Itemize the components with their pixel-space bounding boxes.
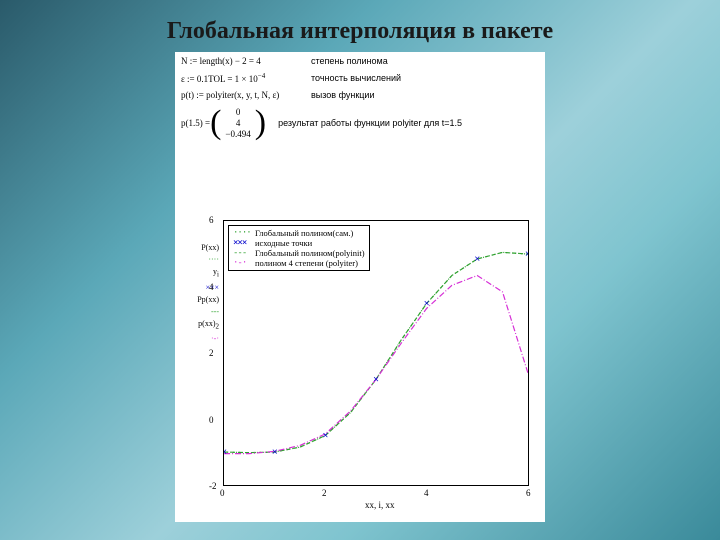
result-matrix: p(1.5) = ( 0 4 −0.494 ) (181, 106, 266, 140)
mv0: 0 (225, 107, 250, 118)
paren-left: ( (210, 106, 221, 140)
ylbl1-sub: i (217, 271, 219, 279)
lg1-txt: исходные точки (255, 238, 312, 248)
ylbl2-sym: --- (211, 306, 219, 317)
svg-text:×: × (272, 447, 278, 458)
ytick: 2 (209, 348, 214, 358)
ylbl0-sym: ···· (208, 254, 219, 265)
ytick: 6 (209, 215, 214, 225)
p-expr: p(t) := polyiter(x, y, t, N, ε) (181, 90, 311, 100)
ylbl-0: P(xx) ···· (175, 242, 219, 265)
ylbl3-sym: ·-· (211, 333, 219, 344)
mv1: 4 (225, 118, 250, 129)
ylbl-2: Pp(xx) --- (175, 294, 219, 317)
y-series-labels: P(xx) ···· yi ××× Pp(xx) --- p(xx)2 ·-· (175, 242, 219, 345)
legend-2: --- Глобальный полином(polyinit) (233, 248, 365, 258)
e-label: точность вычислений (311, 73, 401, 83)
ylbl3-sub: 2 (216, 322, 220, 330)
e-expr: ε := 0.1TOL = 1 × 10−4 (181, 72, 311, 84)
ylbl3-text: p(xx) (198, 319, 215, 328)
xtick: 0 (220, 488, 225, 498)
svg-text:×: × (474, 254, 480, 265)
legend-1: ××× исходные точки (233, 238, 365, 248)
def-p: p(t) := polyiter(x, y, t, N, ε) вызов фу… (181, 90, 539, 100)
lg1-sw: ××× (233, 238, 255, 248)
lg3-sw: ·-· (233, 258, 255, 268)
mv2: −0.494 (225, 129, 250, 140)
definitions: N := length(x) − 2 = 4 степень полинома … (175, 52, 545, 140)
e-expr-left: ε := 0.1TOL = 1 × 10 (181, 74, 258, 84)
res-label: результат работы функции polyiter для t=… (278, 118, 462, 128)
svg-text:×: × (424, 298, 430, 309)
e-expr-exp: −4 (258, 72, 265, 80)
legend-3: ·-· полином 4 степени (polyiter) (233, 258, 365, 268)
res-prefix: p(1.5) = (181, 118, 210, 128)
ytick: 0 (209, 415, 214, 425)
lg2-txt: Глобальный полином(polyinit) (255, 248, 365, 258)
ytick: -2 (209, 481, 217, 491)
svg-text:×: × (373, 374, 379, 385)
matrix-values: 0 4 −0.494 (221, 107, 254, 140)
ylbl0-text: P(xx) (201, 243, 219, 252)
paren-right: ) (255, 106, 266, 140)
lg0-txt: Глобальный полином(сам.) (255, 228, 353, 238)
ytick: 4 (209, 282, 214, 292)
ylbl2-text: Pp(xx) (197, 295, 219, 304)
legend-0: ···· Глобальный полином(сам.) (233, 228, 365, 238)
svg-text:×: × (322, 430, 328, 441)
x-axis-label: xx, i, xx (365, 500, 395, 510)
n-expr: N := length(x) − 2 = 4 (181, 56, 311, 66)
svg-text:×: × (525, 249, 528, 260)
page-title: Глобальная интерполяция в пакете (0, 0, 720, 45)
legend: ···· Глобальный полином(сам.) ××× исходн… (228, 225, 370, 271)
svg-text:×: × (224, 447, 227, 458)
xtick: 6 (526, 488, 531, 498)
def-e: ε := 0.1TOL = 1 × 10−4 точность вычислен… (181, 72, 539, 84)
def-n: N := length(x) − 2 = 4 степень полинома (181, 56, 539, 66)
lg2-sw: --- (233, 248, 255, 258)
xtick: 2 (322, 488, 327, 498)
xtick: 4 (424, 488, 429, 498)
n-label: степень полинома (311, 56, 388, 66)
ylbl-3: p(xx)2 ·-· (175, 318, 219, 345)
screenshot-panel: N := length(x) − 2 = 4 степень полинома … (175, 52, 545, 522)
chart: ××××××× ···· Глобальный полином(сам.) ××… (223, 220, 529, 486)
lg3-txt: полином 4 степени (polyiter) (255, 258, 358, 268)
p-label: вызов функции (311, 90, 374, 100)
lg0-sw: ···· (233, 228, 255, 238)
result-row: p(1.5) = ( 0 4 −0.494 ) результат работы… (181, 106, 539, 140)
